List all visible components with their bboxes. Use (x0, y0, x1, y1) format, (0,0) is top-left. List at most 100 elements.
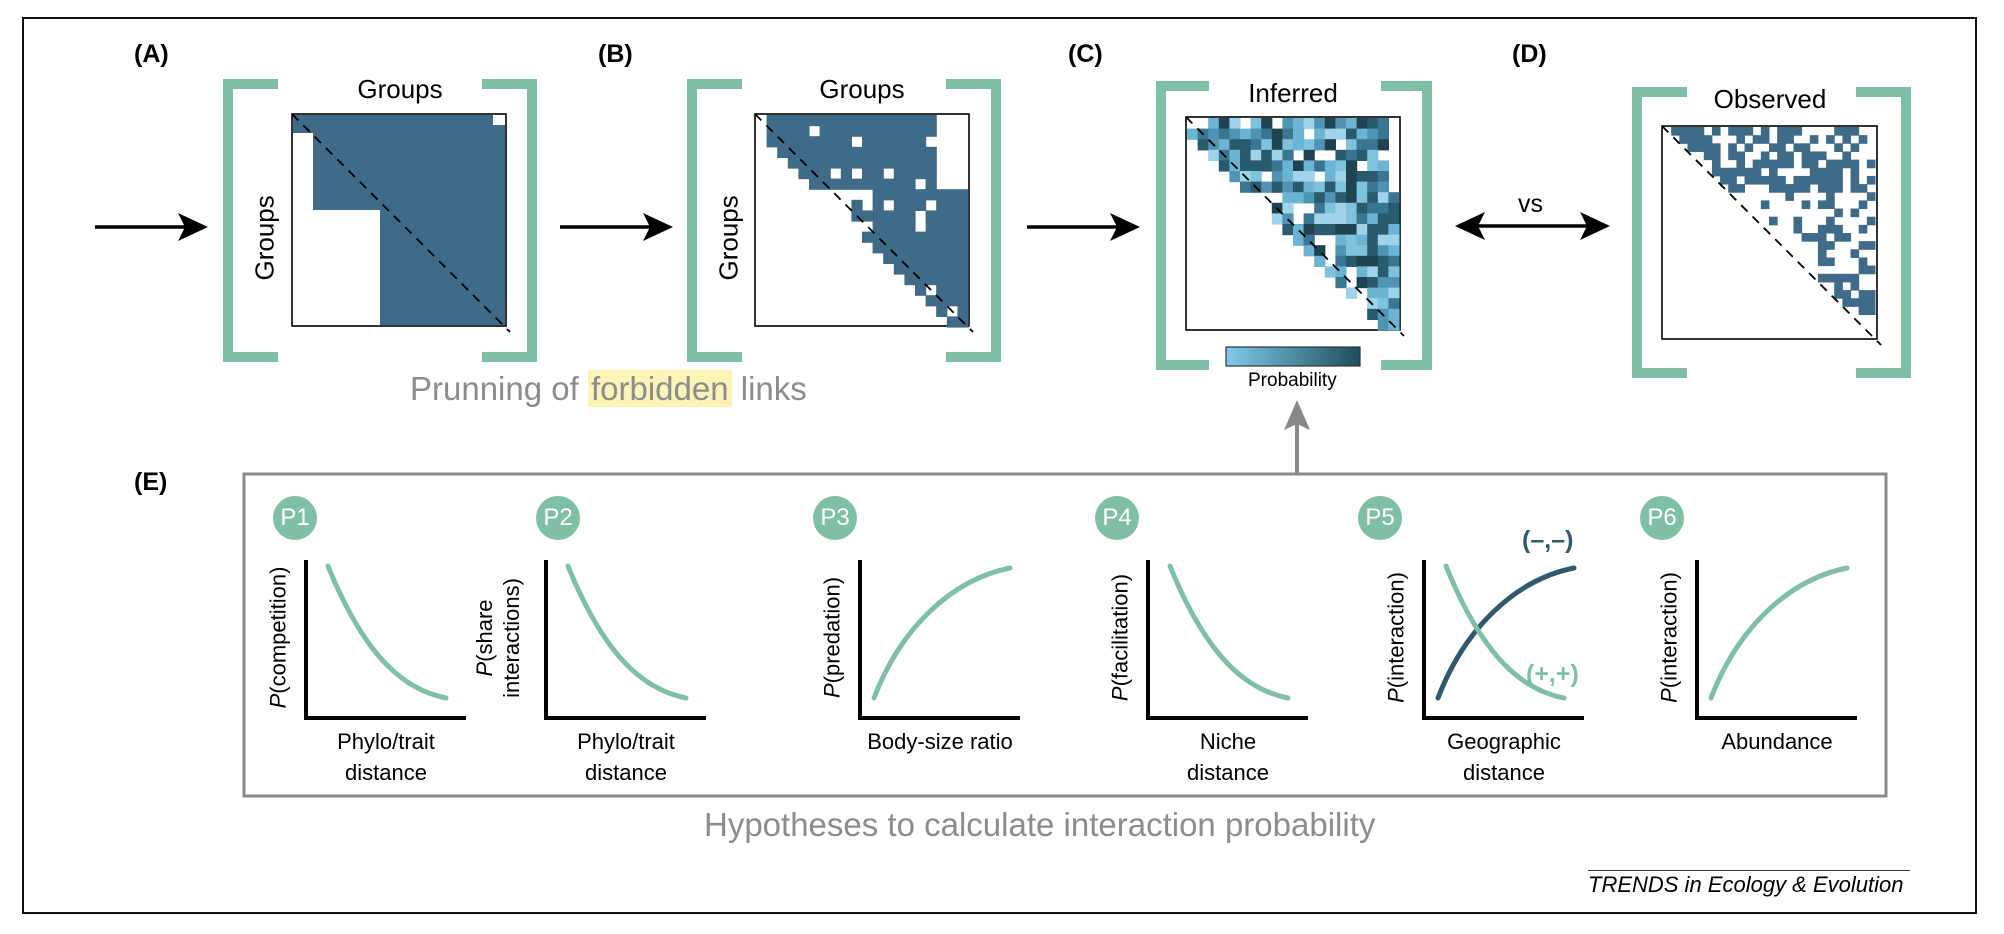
matrix-c-cell (1250, 171, 1262, 183)
matrix-c-cell (1303, 245, 1315, 257)
matrix-b-diagonal (754, 113, 974, 333)
matrix-c-cell (1314, 160, 1326, 172)
matrix-d-cell (1785, 192, 1794, 201)
matrix-c-cell (1324, 171, 1336, 183)
matrix-b-cell (851, 146, 863, 158)
matrix-d-cell (1711, 167, 1721, 177)
matrix-c-cell (1377, 287, 1389, 299)
matrix-c-cell (1250, 118, 1262, 130)
matrix-c-cell (1314, 139, 1326, 151)
matrix-d-cell (1760, 159, 1770, 169)
matrix-c-cell (1377, 171, 1389, 183)
matrix-b-cell (883, 125, 895, 137)
matrix-d-cell (1858, 200, 1868, 210)
matrix-d-cell (1711, 143, 1721, 152)
matrix-b-cell (862, 115, 874, 127)
matrix-c-cell (1229, 149, 1241, 161)
matrix-d-cell (1736, 167, 1746, 177)
hypothesis-y-label: P(interaction) (1656, 572, 1682, 703)
matrix-c-cell (1293, 192, 1305, 204)
matrix-c-cell (1271, 181, 1283, 193)
matrix-b-cell (872, 125, 884, 137)
matrix-b-cell (883, 189, 895, 201)
probability-colorbar (1225, 346, 1361, 367)
matrix-d-cell (1834, 281, 1843, 291)
matrix-d-cell (1842, 159, 1852, 169)
matrix-b-cell (893, 221, 905, 233)
matrix-b-cell (809, 157, 821, 169)
matrix-d-cell (1720, 175, 1729, 185)
matrix-d-cell (1826, 159, 1835, 169)
matrix-b-axis-label: Groups (713, 195, 744, 281)
matrix-c-cell (1282, 192, 1294, 204)
hypothesis-badge: P2 (536, 496, 580, 540)
matrix-d-cell (1850, 127, 1860, 136)
hypothesis-axes (858, 560, 1020, 720)
matrix-c-cell (1346, 128, 1358, 140)
journal-credit: TRENDS in Ecology & Evolution (1588, 872, 1904, 897)
matrix-b-cell (957, 242, 969, 254)
matrix-c-cell (1335, 255, 1347, 267)
matrix-c-cell (1377, 234, 1389, 246)
series-label-positive: (+,+) (1526, 660, 1579, 688)
matrix-c-cell (1324, 128, 1336, 140)
matrix-c-cell (1314, 128, 1326, 140)
matrix-d-cell (1687, 127, 1697, 136)
matrix-d-cell (1858, 184, 1868, 193)
matrix-c-cell (1377, 192, 1389, 204)
flow-arrows (95, 212, 1610, 474)
matrix-c-cell (1261, 118, 1273, 130)
matrix-c-cell (1218, 160, 1230, 172)
matrix-b-cell (872, 157, 884, 169)
matrix-b-cell (946, 263, 958, 275)
matrix-b-cell (904, 189, 916, 201)
matrix-b-cell (915, 284, 927, 296)
matrix-b-cell (883, 231, 895, 243)
matrix-d-cell (1850, 167, 1860, 177)
hypotheses-caption: Hypotheses to calculate interaction prob… (704, 806, 1376, 843)
matrix-c-cell (1271, 213, 1283, 225)
matrix-d-cell (1793, 224, 1803, 234)
matrix-b-cell (893, 125, 905, 137)
matrix-d-cell (1711, 127, 1721, 136)
matrix-b-cell (893, 263, 905, 275)
matrix-c-cell (1303, 171, 1315, 183)
hypothesis-x-label: Phylo/trait distance (577, 729, 675, 785)
matrix-c-cell (1346, 118, 1358, 130)
matrix-b-cell (819, 146, 831, 158)
matrix-d-cell (1834, 159, 1843, 169)
matrix-c-cell (1377, 277, 1389, 289)
matrix-c-cell (1335, 277, 1347, 289)
matrix-d-cell (1769, 216, 1778, 226)
matrix-c-cell (1271, 149, 1283, 161)
matrix-b-cell (851, 115, 863, 127)
matrix-d-cell (1785, 159, 1794, 169)
matrix-b-cell (851, 178, 863, 190)
matrix-c-cell (1377, 118, 1389, 130)
matrix-c-cell (1293, 118, 1305, 130)
matrix-b-cell (915, 252, 927, 264)
matrix-c-cell (1293, 128, 1305, 140)
matrix-c-cell (1388, 266, 1400, 278)
matrix-d-cell (1842, 298, 1852, 307)
matrix-c-cell (1367, 128, 1379, 140)
matrix-d-cell (1801, 151, 1811, 161)
matrix-d-cell (1760, 175, 1770, 185)
matrix-c-cell (1356, 149, 1368, 161)
matrix-c-cell (1250, 128, 1262, 140)
matrix-d-cell (1769, 143, 1778, 152)
matrix-b-cell (904, 242, 916, 254)
bracket-b-right (946, 79, 1001, 362)
hypothesis-badge: P1 (273, 496, 317, 540)
matrix-d-cell (1850, 159, 1860, 169)
matrix-b-cell (893, 157, 905, 169)
matrix-c-cell (1282, 202, 1294, 214)
matrix-d-cell (1793, 216, 1803, 226)
panel-label-c: (C) (1068, 40, 1103, 68)
matrix-b-cell (957, 252, 969, 264)
hypothesis-axes (1695, 560, 1857, 720)
brackets (223, 79, 1911, 378)
matrix-c-cell (1388, 287, 1400, 299)
matrix-b-cell (936, 263, 948, 275)
